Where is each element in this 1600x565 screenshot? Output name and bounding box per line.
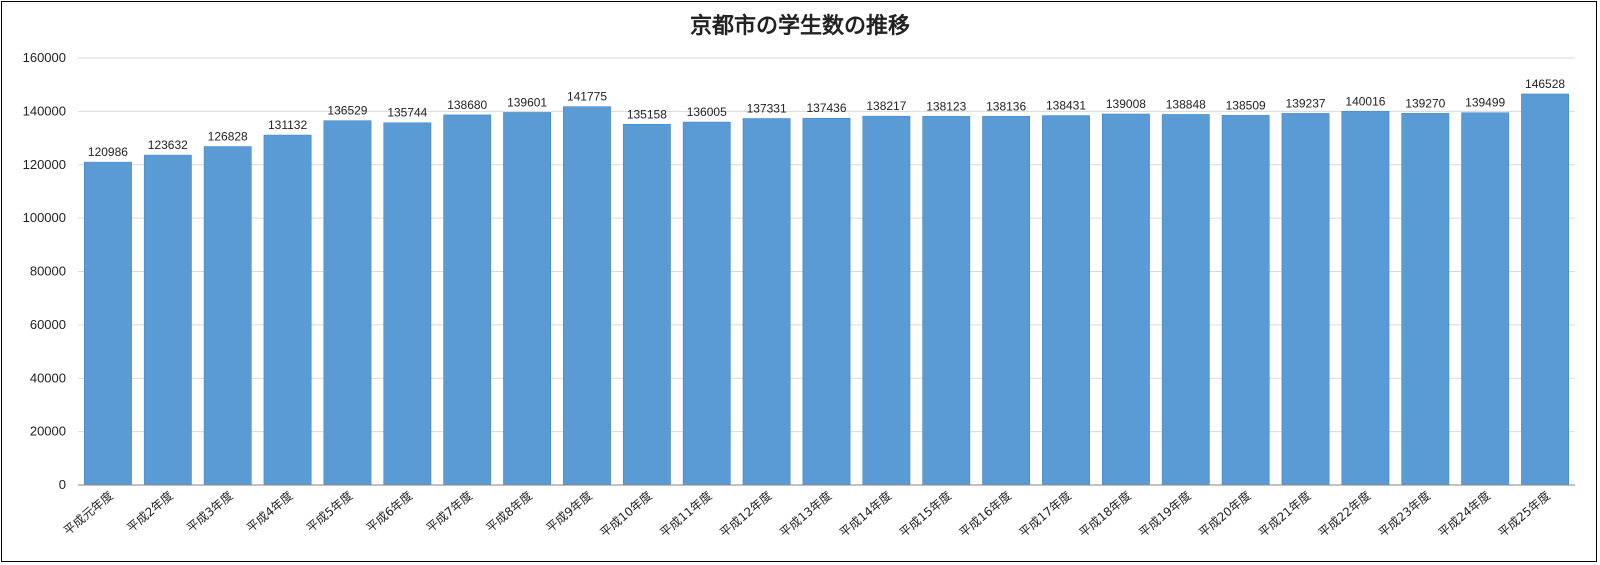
data-label: 138123 <box>926 99 966 113</box>
data-label: 138217 <box>866 99 906 113</box>
data-label: 139499 <box>1465 96 1505 110</box>
x-tick-label: 平成21年度 <box>1255 488 1313 540</box>
bar <box>922 116 971 486</box>
y-tick-label: 80000 <box>30 264 66 279</box>
bar <box>84 161 132 486</box>
data-label: 138848 <box>1166 97 1206 111</box>
data-label: 139237 <box>1286 96 1326 110</box>
data-label: 137331 <box>747 101 787 115</box>
x-tick-label: 平成20年度 <box>1195 488 1253 540</box>
data-label: 123632 <box>148 138 188 152</box>
y-tick-label: 60000 <box>30 317 66 332</box>
bar <box>862 115 911 486</box>
data-label: 138431 <box>1046 99 1086 113</box>
x-tick-label: 平成24年度 <box>1435 488 1493 540</box>
x-tick-label: 平成13年度 <box>776 488 834 540</box>
bars <box>84 93 1569 486</box>
bar <box>1042 115 1090 486</box>
y-tick-label: 40000 <box>30 370 66 385</box>
x-tick-label: 平成11年度 <box>657 488 715 540</box>
data-label: 135158 <box>627 107 667 121</box>
bar <box>323 120 372 486</box>
x-tick-label: 平成15年度 <box>896 488 954 540</box>
bar <box>263 134 312 486</box>
bar <box>1161 114 1210 486</box>
data-label: 139270 <box>1405 96 1445 110</box>
bar <box>1401 113 1450 486</box>
bar <box>982 116 1031 486</box>
y-tick-label: 100000 <box>23 210 66 225</box>
x-tick-label: 平成16年度 <box>956 488 1014 540</box>
data-label: 138136 <box>986 99 1026 113</box>
bar <box>622 124 671 486</box>
bar <box>443 114 492 486</box>
bar <box>563 106 611 486</box>
x-tick-label: 平成23年度 <box>1375 488 1433 540</box>
data-label: 137436 <box>806 101 846 115</box>
data-label: 140016 <box>1345 94 1385 108</box>
bar <box>503 112 552 486</box>
bar <box>1521 93 1569 486</box>
y-tick-label: 0 <box>59 477 66 492</box>
x-axis-ticks: 平成元年度 平成2年度 平成3年度 平成4年度 平成5年度 平成6年度 平成7年度 平成8年度… <box>60 488 1553 540</box>
y-axis-ticks: 0 20000 40000 60000 80000 100000 120000 140000 1… <box>23 50 66 492</box>
bar <box>742 118 791 486</box>
bar <box>1101 113 1150 486</box>
data-label: 141775 <box>567 90 607 104</box>
x-tick-label: 平成22年度 <box>1315 488 1373 540</box>
bar <box>143 154 192 486</box>
y-tick-label: 160000 <box>23 50 66 65</box>
data-label: 126828 <box>208 130 248 144</box>
x-tick-label: 平成18年度 <box>1076 488 1134 540</box>
bar <box>1281 113 1330 486</box>
x-tick-label: 平成14年度 <box>836 488 894 540</box>
data-label: 120986 <box>88 145 128 159</box>
x-tick-label: 平成9年度 <box>543 488 595 535</box>
y-tick-label: 20000 <box>30 424 66 439</box>
x-tick-label: 平成元年度 <box>60 488 116 538</box>
y-tick-label: 140000 <box>23 103 66 118</box>
data-label: 138509 <box>1226 98 1266 112</box>
x-tick-label: 平成12年度 <box>716 488 774 540</box>
x-tick-label: 平成5年度 <box>303 488 355 535</box>
x-tick-label: 平成17年度 <box>1016 488 1074 540</box>
data-label: 139008 <box>1106 97 1146 111</box>
bar <box>682 121 731 486</box>
x-tick-label: 平成7年度 <box>423 488 475 535</box>
data-labels: 120986 123632 126828 131132 136529 135744 1386… <box>88 77 1565 159</box>
y-tick-label: 120000 <box>23 157 66 172</box>
bar <box>1341 111 1390 486</box>
data-label: 131132 <box>268 118 307 132</box>
x-tick-label: 平成19年度 <box>1136 488 1194 540</box>
data-label: 136529 <box>327 104 367 118</box>
x-tick-label: 平成3年度 <box>183 488 235 535</box>
chart-title: 京都市の学生数の推移 <box>690 13 910 39</box>
bar <box>802 117 851 486</box>
x-tick-label: 平成4年度 <box>243 488 295 535</box>
bar <box>383 122 432 486</box>
bar <box>1221 115 1270 486</box>
data-label: 139601 <box>507 95 547 109</box>
data-label: 138680 <box>447 98 487 112</box>
bar <box>203 146 252 486</box>
x-tick-label: 平成25年度 <box>1495 488 1553 540</box>
data-label: 135744 <box>387 106 427 120</box>
x-tick-label: 平成2年度 <box>123 488 175 535</box>
x-tick-label: 平成8年度 <box>483 488 535 535</box>
x-tick-label: 平成10年度 <box>597 488 655 540</box>
bar <box>1461 112 1510 486</box>
data-label: 146528 <box>1525 77 1565 91</box>
x-tick-label: 平成6年度 <box>363 488 415 535</box>
data-label: 136005 <box>687 105 727 119</box>
